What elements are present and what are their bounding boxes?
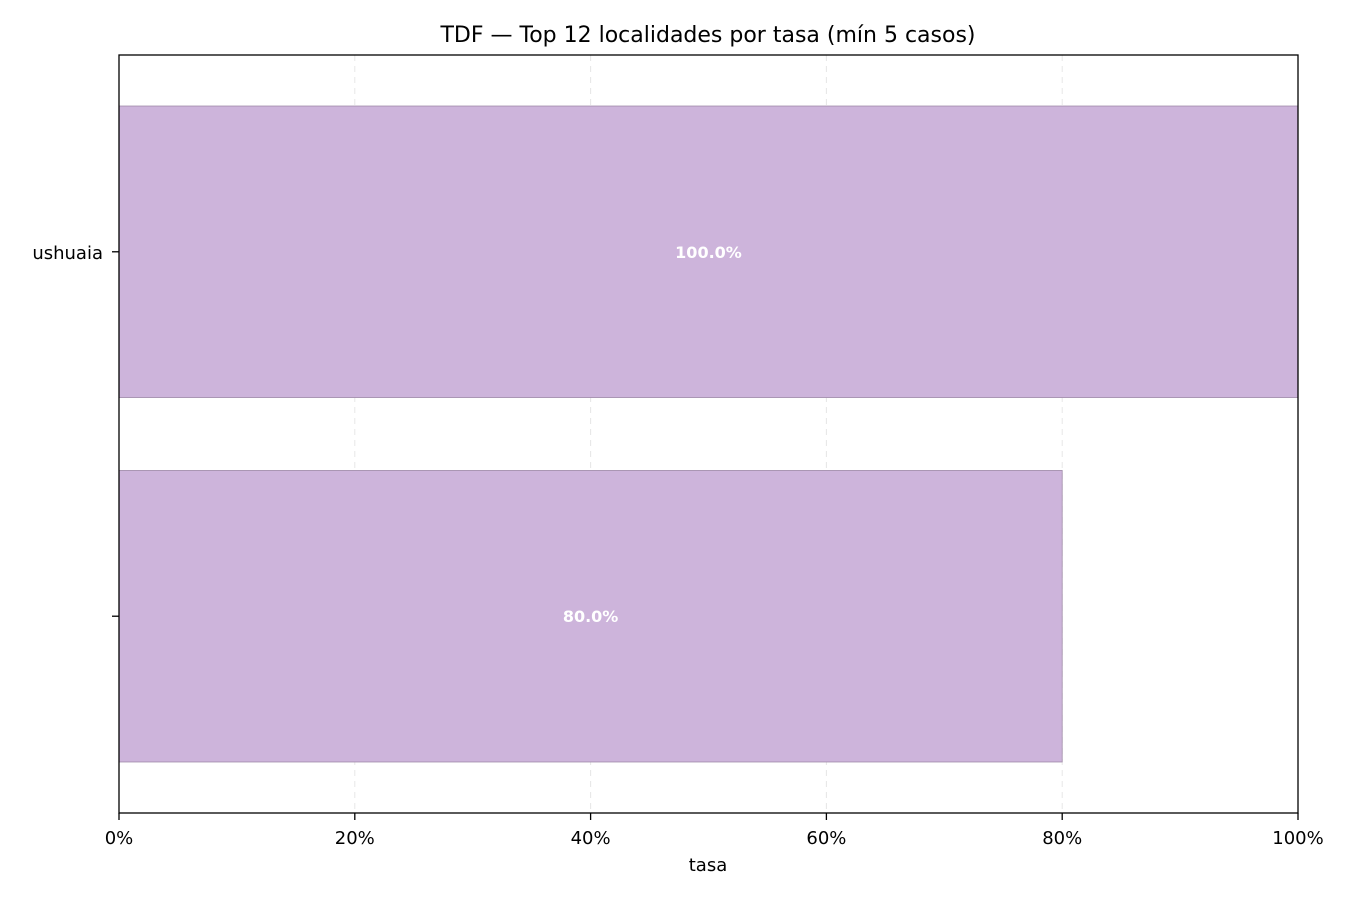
bar-value-labels: 100.0% 80.0% <box>563 243 742 626</box>
bar <box>118 470 1063 763</box>
plot-frame <box>118 54 1299 814</box>
x-tick-label: 100% <box>1272 828 1323 849</box>
x-tick-label: 20% <box>335 828 375 849</box>
bar-value-label: 80.0% <box>563 607 619 626</box>
x-axis-label: tasa <box>689 855 728 876</box>
x-tick-label: 60% <box>806 828 846 849</box>
x-tick-label: 80% <box>1042 828 1082 849</box>
y-axis-ticks: ushuaia <box>32 243 119 617</box>
bar <box>118 105 1299 398</box>
x-tick-label: 0% <box>105 828 134 849</box>
chart-title: TDF — Top 12 localidades por tasa (mín 5… <box>439 23 975 48</box>
bar-value-label: 100.0% <box>675 243 742 262</box>
x-tick-label: 40% <box>571 828 611 849</box>
x-axis-ticks: 0% 20% 40% 60% 80% 100% <box>105 813 1324 849</box>
bars <box>118 105 1299 763</box>
y-tick-label: ushuaia <box>32 243 103 264</box>
